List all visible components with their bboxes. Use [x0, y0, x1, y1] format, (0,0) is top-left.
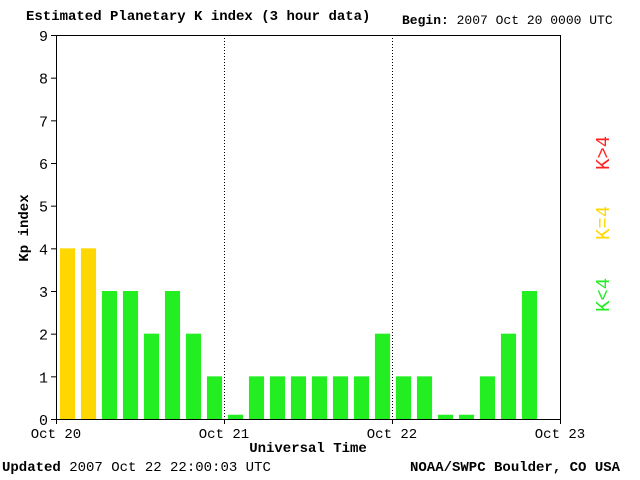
y-tick-label: 4 [39, 242, 48, 259]
y-tick-label: 6 [39, 157, 48, 174]
legend-k-above-4: K>4 [593, 136, 615, 170]
kp-bar [122, 291, 139, 419]
kp-bar [164, 291, 181, 419]
kp-bar [311, 376, 328, 419]
kp-bar [521, 291, 538, 419]
x-tick-label: Oct 21 [199, 427, 249, 443]
source-credit: NOAA/SWPC Boulder, CO USA [410, 460, 621, 476]
kp-bar [332, 376, 349, 419]
begin-time: Begin: 2007 Oct 20 0000 UTC [402, 13, 613, 28]
y-tick-label: 7 [39, 114, 48, 131]
x-axis-label: Universal Time [249, 441, 367, 457]
kp-bar [416, 376, 433, 419]
legend-k-below-4: K<4 [593, 278, 615, 312]
kp-bar [206, 376, 223, 419]
x-tick-label: Oct 22 [367, 427, 417, 443]
kp-bar [101, 291, 118, 419]
day-separators [224, 35, 393, 419]
y-tick-label: 3 [39, 285, 48, 302]
begin-label: Begin: [402, 13, 449, 28]
begin-value: 2007 Oct 20 0000 UTC [456, 13, 613, 28]
x-axis: Oct 20 Oct 21 Oct 22 Oct 23 [31, 419, 585, 443]
kp-bar [143, 333, 160, 419]
kp-bar [437, 414, 454, 419]
updated-time: Updated 2007 Oct 22 22:00:03 UTC [2, 460, 271, 476]
y-tick-label: 9 [39, 29, 48, 46]
kp-bar [269, 376, 286, 419]
x-tick-label: Oct 20 [31, 427, 81, 443]
kp-bar [290, 376, 307, 419]
bars [59, 248, 538, 419]
y-axis: 0 1 2 3 4 5 6 7 8 9 [39, 29, 56, 430]
kp-bar [59, 248, 76, 419]
updated-label: Updated [2, 460, 61, 476]
plot-frame [56, 35, 561, 420]
chart-title: Estimated Planetary K index (3 hour data… [26, 9, 371, 25]
y-tick-label: 2 [39, 328, 48, 345]
y-axis-label: Kp index [17, 194, 33, 262]
kp-bar [458, 414, 475, 419]
kp-bar [353, 376, 370, 419]
legend-k-equal-4: K=4 [593, 206, 615, 240]
kp-bar [227, 414, 244, 419]
y-tick-label: 5 [39, 200, 48, 217]
kp-bar [479, 376, 496, 419]
kp-bar [395, 376, 412, 419]
kp-bar [248, 376, 265, 419]
kp-bar [185, 333, 202, 419]
y-tick-label: 1 [39, 370, 48, 387]
legend: K<4 K=4 K>4 [593, 136, 615, 312]
kp-bar [80, 248, 97, 419]
kp-bar [500, 333, 517, 419]
y-tick-label: 8 [39, 72, 48, 89]
kp-bar [374, 333, 391, 419]
y-tick-label: 0 [39, 413, 48, 430]
updated-value: 2007 Oct 22 22:00:03 UTC [69, 460, 271, 476]
x-tick-label: Oct 23 [535, 427, 585, 443]
